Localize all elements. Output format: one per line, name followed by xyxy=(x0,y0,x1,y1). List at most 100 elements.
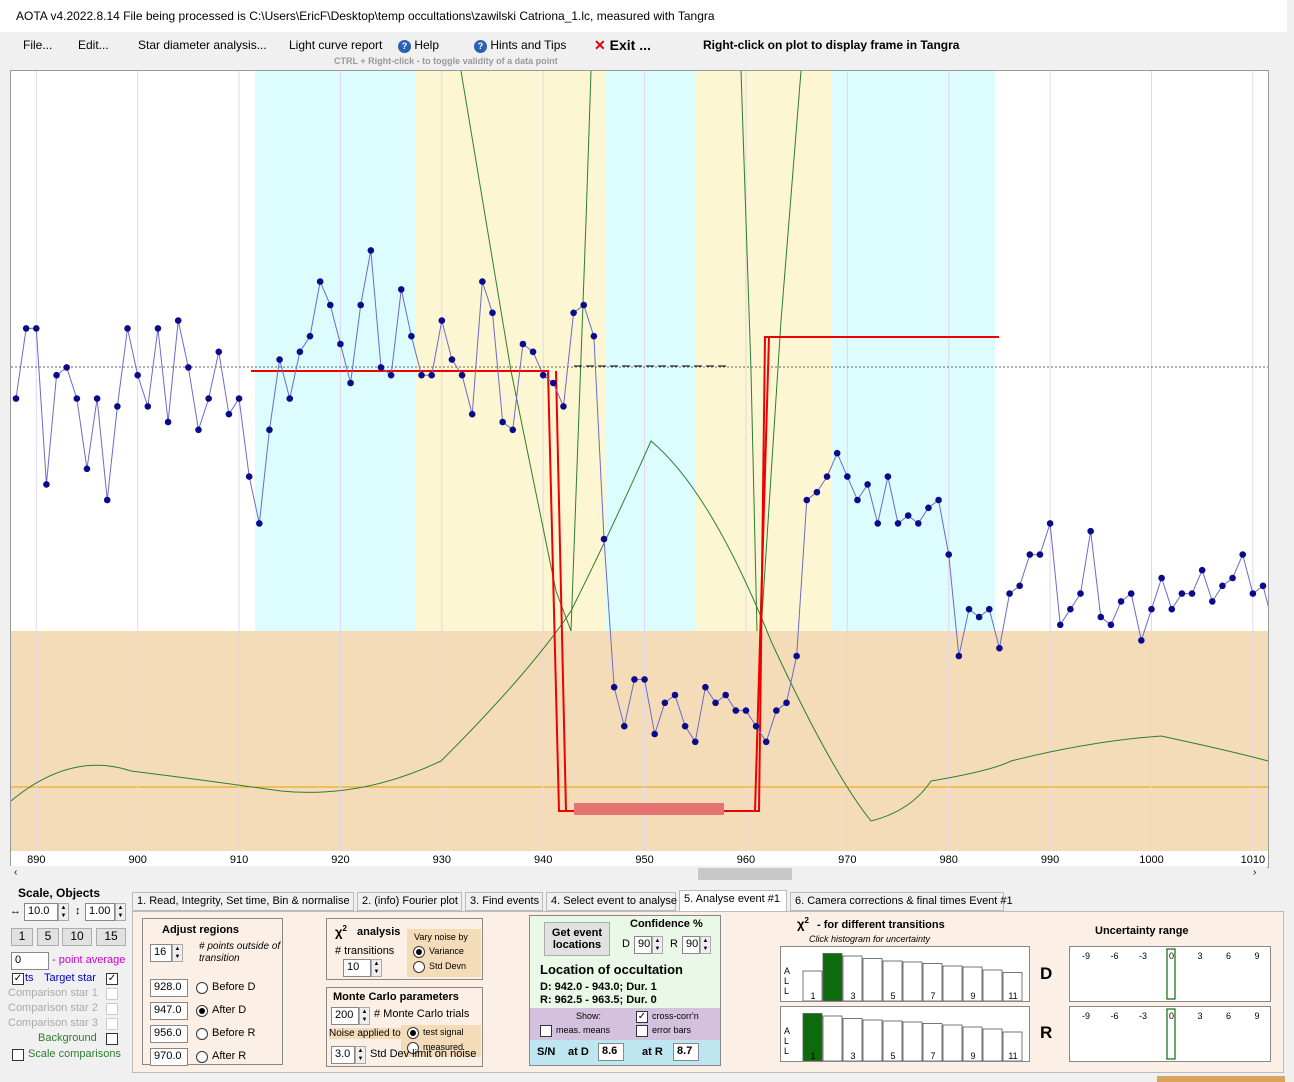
std-limit-spinner[interactable]: ▲ ▼ xyxy=(355,1046,366,1064)
data-point[interactable] xyxy=(671,691,679,699)
histogram-bar[interactable] xyxy=(902,961,923,1002)
data-point[interactable] xyxy=(337,340,344,348)
scale-button-15[interactable]: 15 xyxy=(96,928,126,946)
data-point[interactable] xyxy=(316,278,324,285)
data-point[interactable] xyxy=(550,379,557,387)
data-point[interactable] xyxy=(53,371,60,379)
after-d-radio[interactable] xyxy=(196,1005,208,1017)
data-point[interactable] xyxy=(935,496,942,504)
data-point[interactable] xyxy=(124,325,131,332)
tab-camera-corrections[interactable]: 6. Camera corrections & final times Even… xyxy=(790,892,1013,911)
data-point[interactable] xyxy=(539,371,547,379)
histogram-bar[interactable] xyxy=(862,1019,883,1062)
data-point[interactable] xyxy=(620,722,628,730)
histogram-bar[interactable] xyxy=(902,1021,923,1062)
data-point[interactable] xyxy=(63,364,70,371)
data-point[interactable] xyxy=(428,371,435,379)
data-point[interactable] xyxy=(1239,551,1247,558)
target-star-checkbox[interactable]: ✓ xyxy=(106,973,118,985)
histogram-bar[interactable] xyxy=(982,969,1003,1002)
data-point[interactable] xyxy=(1036,551,1044,558)
data-point[interactable] xyxy=(296,348,304,356)
data-point[interactable] xyxy=(205,395,212,402)
tab-find-events[interactable]: 3. Find events xyxy=(465,892,543,911)
data-point[interactable] xyxy=(367,247,375,254)
data-point[interactable] xyxy=(256,520,263,527)
data-point[interactable] xyxy=(732,707,740,714)
scale-x-input[interactable]: 10.0 xyxy=(24,903,58,921)
data-point[interactable] xyxy=(215,348,223,356)
data-point[interactable] xyxy=(1148,605,1155,613)
data-point[interactable] xyxy=(560,403,567,410)
data-point[interactable] xyxy=(103,496,111,504)
get-event-locations-button[interactable]: Get event locations xyxy=(544,922,610,956)
data-point[interactable] xyxy=(43,481,50,488)
data-point[interactable] xyxy=(1198,566,1206,574)
data-point[interactable] xyxy=(479,278,486,285)
data-point[interactable] xyxy=(1158,574,1165,582)
tab-analyse-event[interactable]: 5. Analyse event #1 xyxy=(679,890,787,911)
data-point[interactable] xyxy=(762,738,770,746)
data-point[interactable] xyxy=(773,707,780,714)
data-point[interactable] xyxy=(1016,582,1023,590)
before-r-input[interactable]: 956.0 xyxy=(150,1025,188,1043)
scroll-left-icon[interactable]: ‹ xyxy=(14,867,18,878)
scale-button-5[interactable]: 5 xyxy=(37,928,59,946)
histogram-bar[interactable] xyxy=(942,1024,963,1062)
data-point[interactable] xyxy=(306,332,314,340)
data-point[interactable] xyxy=(783,699,790,707)
menu-star-diameter[interactable]: Star diameter analysis... xyxy=(138,38,267,52)
data-point[interactable] xyxy=(489,309,496,317)
menu-hints[interactable]: ? Hints and Tips xyxy=(474,38,566,53)
data-point[interactable] xyxy=(418,371,425,379)
data-point[interactable] xyxy=(397,286,405,293)
data-point[interactable] xyxy=(458,371,466,379)
data-point[interactable] xyxy=(631,676,638,683)
data-point[interactable] xyxy=(448,356,456,363)
transitions-input[interactable]: 10 xyxy=(343,959,371,977)
scale-button-10[interactable]: 10 xyxy=(62,928,92,946)
data-point[interactable] xyxy=(1178,590,1186,597)
data-point[interactable] xyxy=(712,699,719,707)
uncertainty-d[interactable]: -9 -6 -3 0 3 6 9 xyxy=(1069,946,1271,1002)
data-point[interactable] xyxy=(387,371,395,379)
data-point[interactable] xyxy=(1117,598,1125,605)
data-point[interactable] xyxy=(499,418,506,426)
data-point[interactable] xyxy=(1026,551,1034,558)
horizontal-scrollbar[interactable]: ‹ › xyxy=(10,866,1267,882)
data-point[interactable] xyxy=(651,730,659,738)
data-point[interactable] xyxy=(1107,621,1115,629)
data-point[interactable] xyxy=(1067,605,1074,613)
scroll-right-icon[interactable]: › xyxy=(1253,867,1257,878)
data-point[interactable] xyxy=(377,364,385,371)
data-point[interactable] xyxy=(1127,590,1135,597)
data-point[interactable] xyxy=(600,535,608,543)
data-point[interactable] xyxy=(823,473,831,480)
data-point[interactable] xyxy=(1229,574,1236,582)
points-outside-input[interactable]: 16 xyxy=(150,944,172,962)
std-devn-radio[interactable] xyxy=(413,961,425,973)
confidence-r-input[interactable]: 90 xyxy=(682,936,700,954)
histogram-bar[interactable] xyxy=(862,958,883,1002)
data-point[interactable] xyxy=(266,426,273,434)
data-point[interactable] xyxy=(164,418,172,426)
data-point[interactable] xyxy=(904,512,912,519)
data-point[interactable] xyxy=(854,496,861,504)
histogram-r[interactable]: A L L 1 3 5 7 9 11 xyxy=(780,1006,1030,1062)
data-point[interactable] xyxy=(32,325,40,332)
data-point[interactable] xyxy=(590,332,598,340)
monte-carlo-trials-input[interactable]: 200 xyxy=(331,1007,359,1025)
scroll-thumb[interactable] xyxy=(698,868,792,880)
data-point[interactable] xyxy=(235,395,243,402)
tab-select-event[interactable]: 4. Select event to analyse xyxy=(546,892,677,911)
data-point[interactable] xyxy=(965,605,973,613)
data-point[interactable] xyxy=(347,379,354,387)
data-point[interactable] xyxy=(1087,527,1094,535)
error-bars-checkbox[interactable] xyxy=(636,1025,648,1037)
std-limit-input[interactable]: 3.0 xyxy=(331,1046,355,1064)
data-point[interactable] xyxy=(509,426,517,434)
point-average-select[interactable]: 0 xyxy=(11,952,49,970)
background-checkbox[interactable] xyxy=(106,1033,118,1045)
histogram-d[interactable]: A L L 1 3 5 7 9 11 xyxy=(780,946,1030,1002)
histogram-bar[interactable] xyxy=(982,1028,1003,1062)
